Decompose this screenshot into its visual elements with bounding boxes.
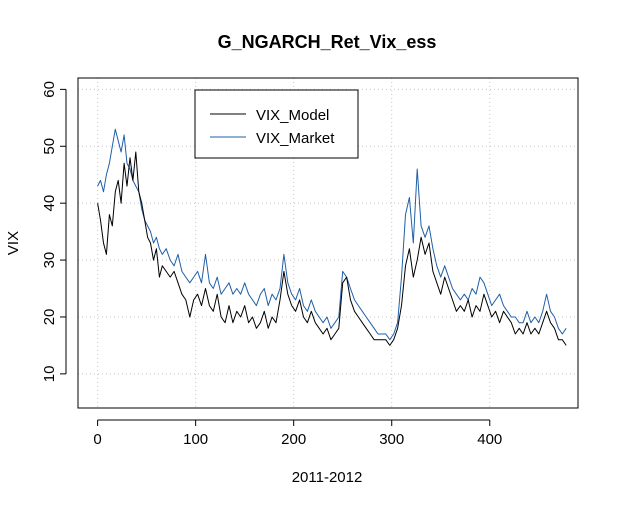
legend-label-vix-model: VIX_Model bbox=[256, 107, 329, 124]
x-tick-label-2: 200 bbox=[281, 431, 306, 448]
x-tick-label-3: 300 bbox=[379, 431, 404, 448]
x-tick-label-0: 0 bbox=[93, 431, 101, 448]
x-tick-label-1: 100 bbox=[183, 431, 208, 448]
legend: VIX_Model VIX_Market bbox=[194, 89, 359, 159]
y-axis-label: VIX bbox=[5, 231, 22, 255]
y-tick-label-5: 60 bbox=[41, 81, 58, 98]
legend-box bbox=[194, 89, 359, 159]
y-tick-label-1: 20 bbox=[41, 309, 58, 326]
y-tick-label-2: 30 bbox=[41, 252, 58, 269]
y-axis: 10 20 30 40 50 60 bbox=[41, 81, 67, 383]
legend-label-vix-market: VIX_Market bbox=[256, 130, 335, 147]
plot-frame bbox=[77, 77, 579, 409]
y-tick-label-0: 10 bbox=[41, 366, 58, 383]
x-axis-label: 2011-2012 bbox=[292, 469, 363, 486]
series-line-vix-model bbox=[97, 151, 567, 346]
series-layer bbox=[97, 128, 567, 346]
series-line-vix-market bbox=[97, 128, 567, 341]
x-axis: 0 100 200 300 400 bbox=[93, 419, 502, 448]
y-tick-label-4: 50 bbox=[41, 138, 58, 155]
grid bbox=[78, 78, 578, 408]
y-tick-label-3: 40 bbox=[41, 195, 58, 212]
chart-title: G_NGARCH_Ret_Vix_ess bbox=[218, 32, 437, 52]
x-tick-label-4: 400 bbox=[477, 431, 502, 448]
